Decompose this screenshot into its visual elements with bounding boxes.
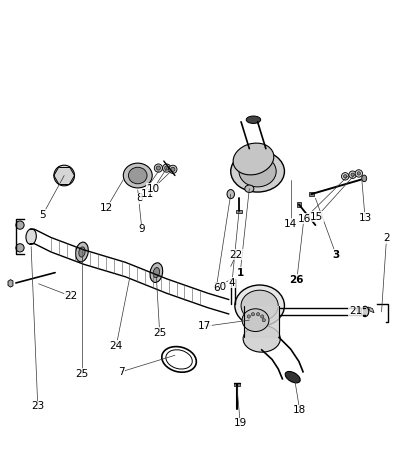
- Ellipse shape: [362, 306, 369, 317]
- Circle shape: [262, 319, 265, 322]
- Polygon shape: [8, 280, 13, 287]
- Ellipse shape: [242, 309, 269, 332]
- Text: 18: 18: [293, 405, 306, 415]
- Text: 11: 11: [141, 189, 154, 199]
- Circle shape: [342, 172, 349, 180]
- Ellipse shape: [246, 116, 261, 124]
- Ellipse shape: [153, 267, 159, 278]
- Circle shape: [16, 221, 24, 229]
- Text: 19: 19: [234, 418, 247, 428]
- Text: 26: 26: [290, 275, 304, 285]
- Text: 25: 25: [153, 328, 166, 338]
- Text: 5: 5: [40, 210, 46, 220]
- Circle shape: [169, 165, 177, 173]
- Ellipse shape: [76, 242, 88, 262]
- Text: 22: 22: [230, 250, 243, 260]
- Circle shape: [54, 165, 74, 186]
- Circle shape: [247, 315, 250, 318]
- Text: 10: 10: [147, 184, 160, 194]
- Circle shape: [163, 164, 171, 172]
- Text: 13: 13: [359, 213, 371, 223]
- Ellipse shape: [227, 190, 235, 199]
- Ellipse shape: [245, 185, 254, 192]
- Text: 21: 21: [349, 306, 362, 316]
- Circle shape: [344, 175, 347, 178]
- Text: 16: 16: [298, 214, 311, 224]
- Text: 7: 7: [118, 367, 124, 377]
- Text: 3: 3: [332, 250, 340, 260]
- Text: 22: 22: [64, 291, 77, 301]
- Ellipse shape: [129, 167, 147, 184]
- Polygon shape: [368, 307, 374, 313]
- Ellipse shape: [243, 325, 280, 352]
- Text: 15: 15: [310, 212, 323, 222]
- Circle shape: [355, 170, 363, 177]
- Ellipse shape: [123, 163, 152, 188]
- Circle shape: [357, 172, 361, 175]
- Text: 20: 20: [213, 282, 226, 292]
- Text: 14: 14: [284, 219, 297, 229]
- Text: 4: 4: [229, 278, 235, 288]
- Bar: [309, 192, 314, 196]
- Circle shape: [171, 167, 175, 171]
- Text: 2: 2: [383, 233, 390, 243]
- Polygon shape: [356, 307, 362, 313]
- Ellipse shape: [239, 156, 276, 187]
- Circle shape: [256, 313, 260, 316]
- Text: 12: 12: [100, 203, 114, 213]
- Text: 24: 24: [110, 341, 123, 351]
- Ellipse shape: [285, 371, 300, 383]
- Text: 9: 9: [139, 224, 145, 234]
- Ellipse shape: [235, 285, 285, 326]
- Text: 1: 1: [237, 267, 244, 277]
- Ellipse shape: [231, 151, 285, 192]
- Ellipse shape: [79, 247, 85, 257]
- Circle shape: [349, 171, 357, 179]
- Text: 25: 25: [75, 369, 89, 379]
- Bar: [297, 202, 301, 207]
- Ellipse shape: [26, 229, 36, 245]
- Text: 23: 23: [31, 401, 45, 411]
- Text: 8: 8: [136, 193, 143, 203]
- Circle shape: [260, 315, 264, 318]
- Bar: [234, 383, 240, 386]
- Circle shape: [165, 166, 169, 170]
- Circle shape: [154, 164, 163, 172]
- Circle shape: [251, 313, 255, 316]
- Bar: [236, 210, 242, 213]
- Circle shape: [16, 244, 24, 252]
- Ellipse shape: [233, 143, 274, 175]
- Text: 17: 17: [198, 322, 211, 332]
- Text: 6: 6: [213, 283, 220, 293]
- Ellipse shape: [362, 175, 366, 182]
- Ellipse shape: [241, 290, 278, 321]
- Circle shape: [351, 173, 354, 176]
- Circle shape: [156, 166, 161, 170]
- Ellipse shape: [150, 263, 163, 283]
